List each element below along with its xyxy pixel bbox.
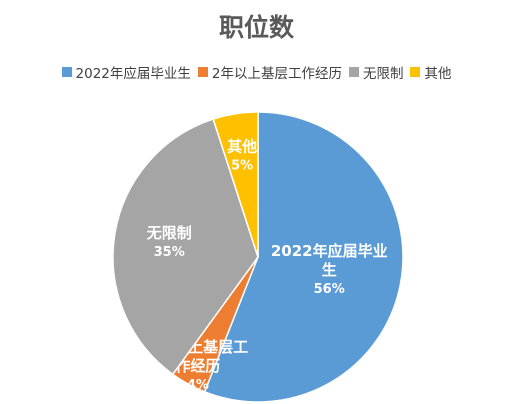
legend-item-other: 其他 xyxy=(410,62,451,82)
data-label-category: 生 xyxy=(322,261,337,279)
legend-label: 无限制 xyxy=(362,66,404,82)
legend-swatch xyxy=(410,67,421,77)
data-label-value: 5% xyxy=(231,159,253,174)
legend-item-fresh-graduates: 2022年应届毕业生 xyxy=(61,62,191,82)
data-label-fresh-graduates: 2022年应届毕业生 56% xyxy=(271,242,388,297)
pie-slice-fresh-graduates xyxy=(203,111,404,403)
data-label-value: 4% xyxy=(187,378,209,393)
pie-slice-other xyxy=(212,111,259,258)
chart-title: 职位数 xyxy=(218,13,294,42)
legend-swatch xyxy=(61,67,72,77)
chart-legend: 2022年应届毕业生 2年以上基层工作经历 无限制 其他 xyxy=(0,62,513,82)
legend-label: 其他 xyxy=(424,66,452,82)
data-label-category: 作经历 xyxy=(175,357,220,375)
pie-slice-unrestricted xyxy=(112,118,259,376)
legend-item-grassroots-experience: 2年以上基层工作经历 xyxy=(197,62,342,82)
data-label-unrestricted: 无限制 35% xyxy=(146,224,192,260)
legend-item-unrestricted: 无限制 xyxy=(348,62,404,82)
data-label-category: 无限制 xyxy=(146,224,192,242)
data-label-category: 2022年应届毕业 xyxy=(271,242,388,260)
data-label-category: 其他 xyxy=(227,138,257,156)
legend-label: 2022年应届毕业生 xyxy=(75,66,191,82)
data-label-value: 35% xyxy=(154,245,185,260)
legend-swatch xyxy=(197,67,208,77)
legend-swatch xyxy=(348,67,359,77)
legend-label: 2年以上基层工作经历 xyxy=(211,66,342,82)
data-label-other: 其他 5% xyxy=(227,138,257,174)
data-label-value: 56% xyxy=(314,282,345,297)
